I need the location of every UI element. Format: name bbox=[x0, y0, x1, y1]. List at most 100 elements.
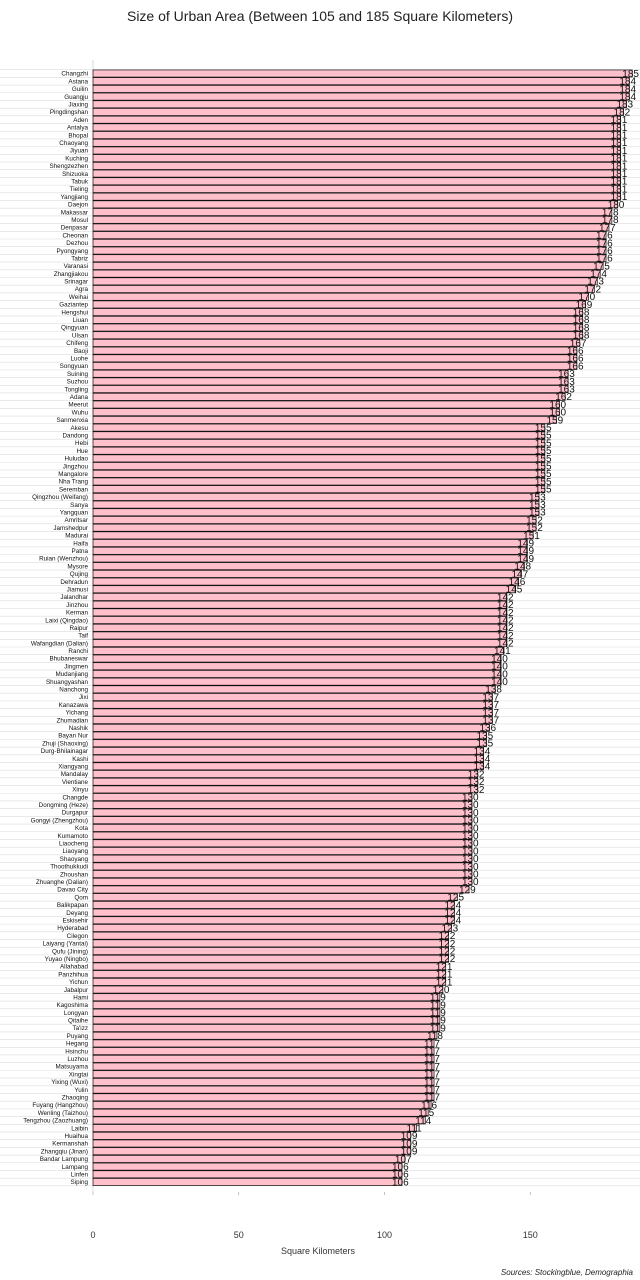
value-label: 181 bbox=[611, 123, 628, 134]
value-label: 176 bbox=[596, 231, 613, 242]
value-label: 140 bbox=[491, 662, 508, 673]
bar bbox=[92, 385, 569, 394]
value-label: 153 bbox=[529, 500, 546, 511]
bar bbox=[92, 723, 490, 732]
bar bbox=[92, 354, 578, 363]
value-label: 167 bbox=[570, 338, 587, 349]
value-label: 134 bbox=[474, 762, 491, 773]
value-label: 152 bbox=[526, 515, 543, 526]
category-label: Jiyuan bbox=[70, 148, 89, 155]
bar bbox=[92, 377, 569, 386]
bar bbox=[92, 1116, 426, 1125]
x-tick-label: 100 bbox=[377, 1230, 392, 1240]
value-label: 170 bbox=[579, 292, 596, 303]
category-label: Bhubaneswar bbox=[49, 656, 88, 663]
value-label: 130 bbox=[462, 831, 479, 842]
bar bbox=[92, 1108, 429, 1117]
category-label: Hami bbox=[73, 994, 88, 1001]
bar bbox=[92, 839, 473, 848]
category-label: Guangju bbox=[64, 94, 88, 101]
bar bbox=[92, 539, 528, 547]
category-label: Davao City bbox=[57, 887, 89, 894]
category-label: Jixi bbox=[79, 694, 88, 701]
value-label: 117 bbox=[424, 1039, 440, 1050]
category-label: Zhaoqing bbox=[62, 1095, 89, 1102]
category-label: Antalya bbox=[67, 125, 89, 132]
category-label: Mandalay bbox=[61, 771, 89, 778]
x-tick-label: 150 bbox=[523, 1230, 538, 1240]
bar bbox=[92, 1155, 406, 1163]
bar bbox=[92, 569, 522, 578]
bar bbox=[92, 654, 502, 663]
category-label: Shengzezhen bbox=[49, 163, 88, 170]
category-label: Daejon bbox=[68, 202, 88, 209]
value-label: 130 bbox=[462, 816, 479, 827]
category-label: Kermanshah bbox=[52, 1141, 88, 1148]
bar bbox=[92, 616, 508, 624]
bar bbox=[92, 231, 607, 240]
value-label: 149 bbox=[517, 538, 534, 549]
category-label: Puyang bbox=[67, 1033, 89, 1040]
bar bbox=[92, 315, 584, 324]
category-label: Qom bbox=[74, 894, 88, 901]
x-tick-label: 0 bbox=[90, 1230, 95, 1240]
bar bbox=[92, 939, 449, 948]
category-label: Changzhi bbox=[61, 71, 88, 78]
category-label: Longyan bbox=[64, 1010, 89, 1017]
category-label: Bayan Nur bbox=[58, 733, 88, 740]
value-label: 142 bbox=[497, 623, 514, 634]
category-label: Jingmen bbox=[64, 663, 88, 670]
value-label: 130 bbox=[462, 839, 479, 850]
value-label: 124 bbox=[444, 908, 461, 919]
value-label: 134 bbox=[474, 754, 491, 765]
value-label: 176 bbox=[596, 238, 613, 249]
bar bbox=[92, 754, 484, 763]
category-label: Zhoushan bbox=[60, 871, 89, 878]
value-label: 155 bbox=[535, 431, 552, 442]
value-label: 119 bbox=[430, 1008, 446, 1019]
category-label: Jiamusi bbox=[67, 586, 88, 593]
value-label: 163 bbox=[558, 377, 575, 388]
value-label: 181 bbox=[611, 138, 628, 149]
bar bbox=[92, 808, 473, 817]
category-label: Siping bbox=[70, 1179, 88, 1186]
category-label: Xiangyang bbox=[58, 764, 88, 771]
value-label: 121 bbox=[436, 962, 453, 973]
category-label: Qufu (Jining) bbox=[52, 948, 88, 955]
value-label: 132 bbox=[468, 777, 485, 788]
value-label: 166 bbox=[567, 361, 584, 372]
bar bbox=[92, 308, 584, 317]
value-labels: 1851841841841831821811811811811811811811… bbox=[392, 69, 639, 1189]
value-label: 142 bbox=[497, 615, 514, 626]
category-label: Aden bbox=[73, 117, 88, 124]
bar bbox=[92, 931, 449, 940]
value-label: 130 bbox=[462, 823, 479, 834]
category-label: Mudanjiang bbox=[55, 671, 88, 678]
value-label: 181 bbox=[611, 146, 628, 157]
bar bbox=[92, 300, 586, 309]
category-label: Thoothukkudi bbox=[50, 864, 88, 871]
bar bbox=[92, 1001, 441, 1009]
bar bbox=[92, 731, 487, 740]
bar bbox=[92, 369, 569, 378]
value-label: 124 bbox=[444, 900, 461, 911]
value-label: 155 bbox=[535, 454, 552, 465]
value-label: 177 bbox=[599, 223, 616, 234]
category-label: Hue bbox=[76, 448, 88, 455]
value-label: 111 bbox=[407, 1124, 423, 1135]
bar bbox=[92, 1139, 412, 1148]
bar bbox=[92, 585, 517, 594]
bar bbox=[92, 777, 479, 786]
value-label: 166 bbox=[567, 346, 584, 357]
bar bbox=[92, 508, 540, 517]
category-label: Srinagar bbox=[64, 279, 88, 286]
value-label: 168 bbox=[573, 308, 590, 319]
bar bbox=[92, 1024, 441, 1032]
category-label: Cheonan bbox=[62, 232, 88, 239]
category-label: Huludao bbox=[65, 456, 89, 463]
bar bbox=[92, 1039, 435, 1048]
category-label: Yangjiang bbox=[60, 194, 88, 201]
category-label: Laibin bbox=[71, 1125, 88, 1132]
value-label: 109 bbox=[401, 1131, 418, 1142]
category-label: Akesu bbox=[70, 425, 88, 432]
